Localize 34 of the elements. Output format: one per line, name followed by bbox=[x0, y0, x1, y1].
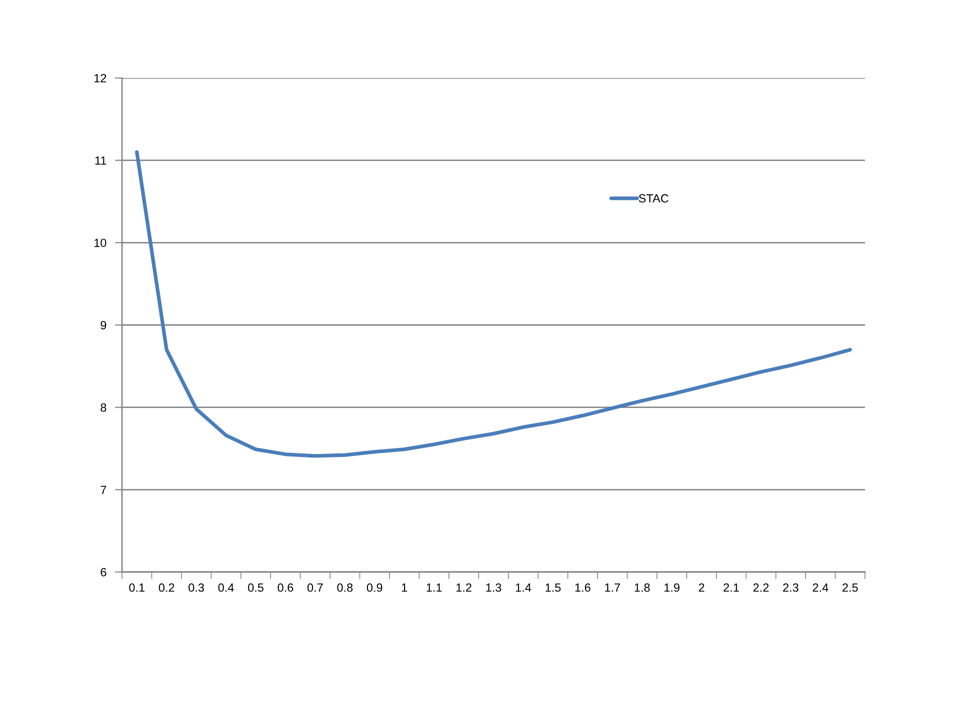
x-tick-label: 0.5 bbox=[248, 583, 264, 592]
y-tick-label: 10 bbox=[94, 238, 106, 248]
x-tick-label: 1.9 bbox=[664, 583, 680, 592]
y-tick-label: 11 bbox=[95, 156, 106, 165]
x-tick-label: 1 bbox=[402, 584, 408, 592]
y-tick-label: 12 bbox=[94, 74, 106, 82]
x-tick-label: 0.2 bbox=[158, 583, 174, 592]
x-tick-label: 0.8 bbox=[337, 583, 353, 592]
y-tick-label: 7 bbox=[100, 486, 106, 494]
x-tick-label: 1.1 bbox=[426, 584, 442, 592]
x-tick-label: 2.5 bbox=[842, 583, 858, 592]
y-tick-label: 8 bbox=[100, 403, 106, 412]
x-tick-label: 1.4 bbox=[516, 584, 532, 592]
y-tick-label: 9 bbox=[100, 321, 106, 330]
y-tick-label: 6 bbox=[100, 568, 106, 576]
x-tick-label: 1.6 bbox=[575, 583, 590, 592]
x-tick-label: 1.5 bbox=[546, 584, 561, 592]
x-tick-label: 2.1 bbox=[724, 583, 739, 592]
line-series bbox=[135, 150, 852, 458]
x-tick-label: 0.9 bbox=[366, 583, 382, 592]
x-tick-label: 1.3 bbox=[486, 583, 502, 592]
x-tick-label: 0.1 bbox=[129, 583, 144, 592]
x-tick-label: 0.7 bbox=[307, 583, 323, 592]
x-tick-label: 2.4 bbox=[812, 583, 828, 592]
x-tick-label: 2.2 bbox=[753, 583, 769, 592]
x-tick-label: 1.8 bbox=[634, 583, 650, 592]
x-tick-label: 0.3 bbox=[188, 583, 204, 592]
x-tick-label: 2 bbox=[698, 583, 704, 592]
x-tick-label: 0.4 bbox=[218, 583, 234, 592]
x-tick-label: 1.7 bbox=[605, 584, 620, 592]
legend-label: STAC bbox=[638, 194, 668, 203]
x-tick-label: 1.2 bbox=[456, 583, 472, 592]
x-tick-label: 2.3 bbox=[783, 583, 798, 592]
x-tick-label: 0.6 bbox=[278, 583, 294, 592]
